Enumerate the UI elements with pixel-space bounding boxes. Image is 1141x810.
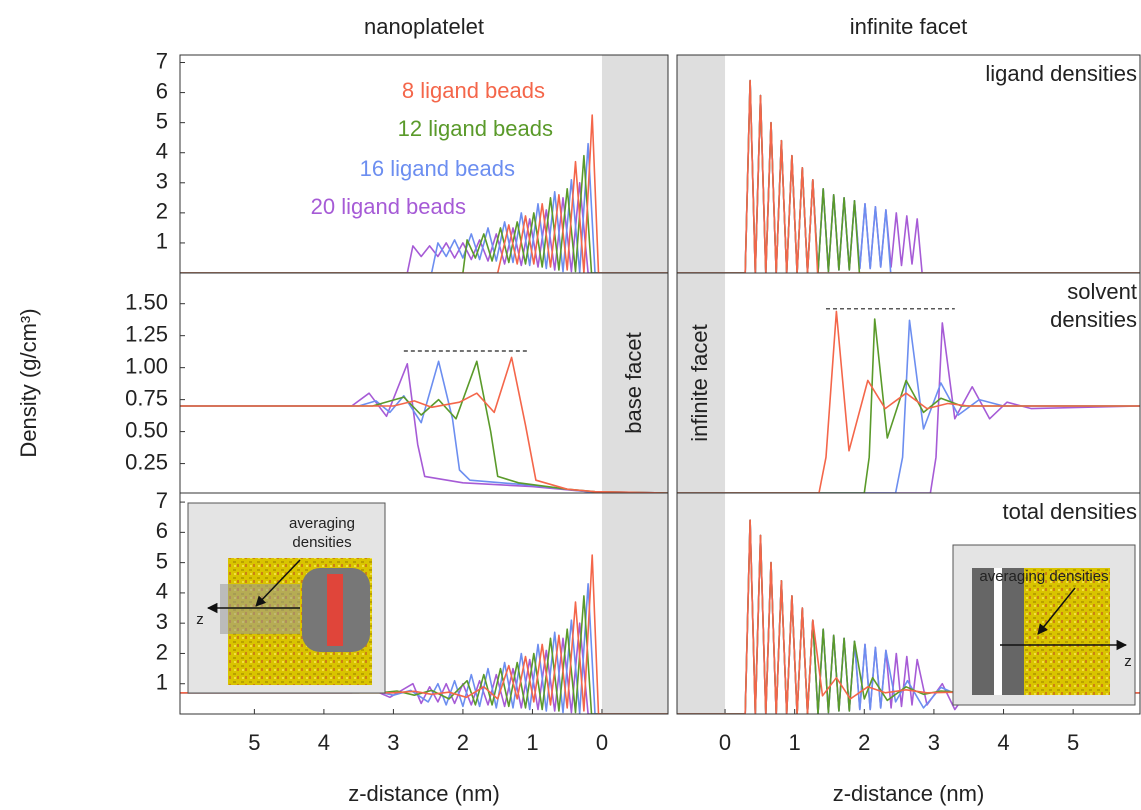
- y-tick-label: 5: [156, 548, 168, 573]
- y-tick-label: 6: [156, 78, 168, 103]
- panel-frame: [179, 492, 669, 715]
- x-tick-label: 1: [526, 730, 538, 755]
- series-line: [677, 519, 1140, 714]
- column-title: infinite facet: [850, 14, 967, 39]
- series-line: [180, 154, 668, 273]
- panel-frame: [179, 272, 669, 494]
- inset: averaging densities z: [952, 544, 1136, 706]
- inset-label: averaging: [289, 515, 355, 532]
- series-line: [677, 79, 1140, 273]
- x-axis-label: z-distance (nm): [348, 781, 500, 806]
- shaded-region: [677, 273, 726, 493]
- inset-label: densities: [292, 534, 351, 551]
- y-tick-label: 7: [156, 488, 168, 513]
- x-tick-label: 3: [928, 730, 940, 755]
- shaded-region: [601, 55, 668, 273]
- panel-annotation: densities: [1050, 307, 1137, 332]
- facet-label: infinite facet: [687, 324, 712, 441]
- y-tick-label: 2: [156, 199, 168, 224]
- shaded-region: [677, 493, 726, 714]
- x-tick-label: 0: [596, 730, 608, 755]
- series-line: [180, 595, 668, 714]
- series-line: [180, 142, 668, 273]
- x-tick-label: 0: [719, 730, 731, 755]
- y-tick-label: 6: [156, 518, 168, 543]
- inset: averaging densities z: [187, 502, 386, 694]
- y-tick-label: 0.50: [125, 417, 168, 442]
- inset-axis-label: z: [1124, 653, 1132, 670]
- x-axis-label: z-distance (nm): [833, 781, 985, 806]
- inset-label: averaging densities: [979, 568, 1108, 585]
- y-tick-label: 3: [156, 169, 168, 194]
- x-tick-label: 2: [457, 730, 469, 755]
- legend-entry: 20 ligand beads: [311, 194, 466, 219]
- y-tick-label: 0.75: [125, 385, 168, 410]
- legend-entry: 8 ligand beads: [402, 78, 545, 103]
- x-tick-label: 2: [858, 730, 870, 755]
- shaded-region: [677, 55, 726, 273]
- x-tick-label: 4: [997, 730, 1009, 755]
- series-line: [180, 182, 668, 273]
- y-axis-label: Density (g/cm³): [16, 308, 41, 457]
- series-line: [677, 310, 1140, 493]
- y-tick-label: 0.25: [125, 449, 168, 474]
- y-tick-label: 1.50: [125, 290, 168, 315]
- x-tick-label: 5: [1067, 730, 1079, 755]
- panel-annotation: solvent: [1067, 279, 1137, 304]
- series-line: [677, 318, 1140, 493]
- legend-entry: 16 ligand beads: [360, 156, 515, 181]
- series-line: [180, 356, 668, 493]
- series-line: [180, 622, 668, 714]
- y-tick-label: 3: [156, 609, 168, 634]
- shaded-region: [601, 493, 668, 714]
- x-tick-label: 5: [248, 730, 260, 755]
- y-tick-label: 1: [156, 670, 168, 695]
- facet-label: base facet: [621, 332, 646, 434]
- y-tick-label: 1: [156, 229, 168, 254]
- shaded-region: [601, 273, 668, 493]
- x-tick-label: 1: [789, 730, 801, 755]
- series-line: [677, 79, 1140, 273]
- series-line: [180, 363, 668, 493]
- legend-entry: 12 ligand beads: [398, 116, 553, 141]
- series-line: [180, 554, 668, 714]
- inset-axis-label: z: [196, 611, 204, 628]
- y-tick-label: 4: [156, 139, 168, 164]
- series-line: [677, 519, 1140, 714]
- y-tick-label: 1.25: [125, 321, 168, 346]
- y-tick-label: 1.00: [125, 353, 168, 378]
- y-tick-label: 2: [156, 639, 168, 664]
- x-tick-label: 3: [387, 730, 399, 755]
- y-tick-label: 5: [156, 108, 168, 133]
- series-line: [180, 114, 668, 273]
- panel-frame: [676, 492, 1141, 715]
- x-tick-label: 4: [318, 730, 330, 755]
- column-title: nanoplatelet: [364, 14, 484, 39]
- panel-annotation: total densities: [1002, 499, 1137, 524]
- y-tick-label: 4: [156, 579, 168, 604]
- panel-annotation: ligand densities: [985, 61, 1137, 86]
- y-tick-label: 7: [156, 48, 168, 73]
